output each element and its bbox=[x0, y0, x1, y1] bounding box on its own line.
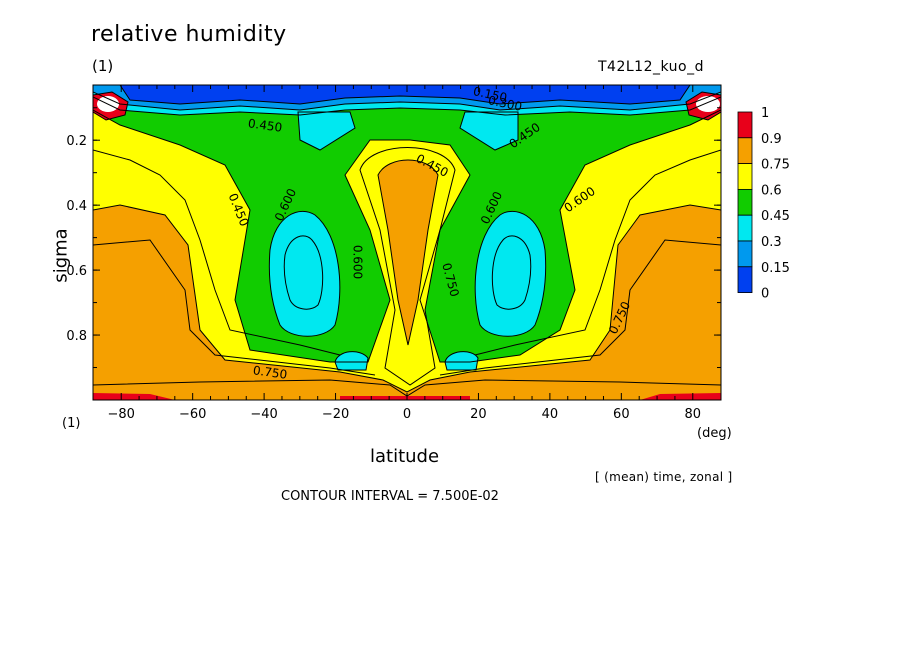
colorbar-swatch bbox=[737, 214, 753, 242]
contour-line-yellow-edge bbox=[93, 204, 721, 393]
contour-line-cyan-nh bbox=[474, 210, 547, 337]
x-axis-title: latitude bbox=[370, 446, 440, 467]
contour-line-mid-nh bbox=[474, 149, 721, 356]
contour-fill-green bbox=[93, 85, 721, 362]
contour-label: 0.150 bbox=[472, 84, 509, 105]
x-tick-label: −80 bbox=[108, 407, 135, 422]
contour-label: 0.450 bbox=[247, 116, 283, 135]
contour-fill-cyan-low-sh bbox=[335, 351, 368, 370]
contour-line-green-edge bbox=[93, 109, 721, 363]
y-tick-label: 0.8 bbox=[66, 329, 87, 344]
x-tick-label: 40 bbox=[542, 407, 559, 422]
averaging-note: [ (mean) time, zonal ] bbox=[595, 470, 733, 484]
unit-label: (1) bbox=[62, 416, 81, 431]
chart-title: relative humidity bbox=[91, 22, 287, 47]
contour-fill-cyan-upper-sh bbox=[298, 112, 355, 150]
x-tick-label: −60 bbox=[179, 407, 206, 422]
contour-line-upper-cyan-sh bbox=[297, 111, 356, 151]
filled-contours bbox=[93, 85, 721, 400]
contour-line-low-cyan-sh bbox=[334, 351, 369, 371]
contour-fill-surface-red-sh bbox=[93, 393, 175, 400]
x-axis: −80 −60 −40 −20 0 20 40 60 80 bbox=[108, 85, 702, 422]
contour-line-cyan-sh bbox=[268, 210, 341, 337]
contour-label: 0.300 bbox=[487, 93, 524, 114]
colorbar-label: 0.3 bbox=[761, 235, 782, 250]
x-tick-label: 0 bbox=[403, 407, 411, 422]
y-tick-label: 0.4 bbox=[66, 199, 87, 214]
contour-line-inner-nh bbox=[491, 235, 532, 310]
contour-line-inner-sh bbox=[283, 235, 324, 310]
x-tick-label: −40 bbox=[250, 407, 277, 422]
y-axis: 0.2 0.4 0.6 0.8 bbox=[66, 107, 721, 401]
colorbar-swatch bbox=[737, 137, 753, 165]
colorbar-label: 1 bbox=[761, 106, 769, 121]
contour-fill-surface-red-nh bbox=[640, 393, 721, 400]
x-tick-label: −20 bbox=[322, 407, 349, 422]
colorbar-label: 0.9 bbox=[761, 132, 782, 147]
colorbar-swatch bbox=[737, 111, 753, 139]
contour-line-mid-sh bbox=[93, 149, 341, 356]
contour-interval-note: CONTOUR INTERVAL = 7.500E-02 bbox=[281, 489, 499, 504]
contour-line-polar-nh bbox=[685, 91, 721, 121]
run-label: T42L12_kuo_d bbox=[598, 59, 704, 75]
contour-lines bbox=[93, 85, 721, 397]
contour-line-low-cyan-nh bbox=[444, 351, 479, 371]
x-tick-label: 20 bbox=[470, 407, 487, 422]
colorbar-label: 0.15 bbox=[761, 261, 790, 276]
contour-line-top-3 bbox=[119, 85, 691, 105]
y-tick-label: 0.6 bbox=[66, 264, 87, 279]
colorbar-label: 0.75 bbox=[761, 158, 790, 173]
contour-line-equatorial-orange bbox=[377, 159, 439, 346]
contour-line-top-2 bbox=[93, 91, 721, 111]
contour-fill-blue-top bbox=[120, 85, 690, 104]
contour-fill-cyan-low-nh bbox=[445, 351, 478, 370]
contour-fill-equatorial-orange bbox=[378, 160, 438, 345]
x-axis-unit: (deg) bbox=[697, 426, 732, 441]
colorbar: 1 0.9 0.75 0.6 0.45 0.3 0.15 0 bbox=[737, 106, 790, 302]
x-tick-label: 80 bbox=[685, 407, 702, 422]
y-tick-label: 0.2 bbox=[66, 134, 87, 149]
contour-fill-cyan-upper-nh bbox=[460, 112, 518, 150]
colorbar-label: 0 bbox=[761, 287, 769, 302]
contour-line-upper-cyan-nh bbox=[459, 111, 519, 151]
colorbar-label: 0.45 bbox=[761, 209, 790, 224]
contour-label: 0.750 bbox=[252, 363, 288, 382]
contour-fill-cyan-nh bbox=[475, 211, 546, 337]
contour-label: 0.600 bbox=[351, 245, 365, 279]
contour-line-equatorial-yellow bbox=[359, 147, 456, 386]
contour-line-top-1 bbox=[93, 96, 721, 116]
panel-label: (1) bbox=[92, 57, 114, 75]
contour-fill-cyan-sh bbox=[269, 211, 340, 337]
x-tick-label: 60 bbox=[613, 407, 630, 422]
colorbar-swatch bbox=[737, 240, 753, 268]
colorbar-label: 0.6 bbox=[761, 183, 782, 198]
colorbar-swatch bbox=[737, 163, 753, 190]
contour-line-polar-sh bbox=[93, 91, 129, 121]
contour-line-low-sh bbox=[93, 239, 376, 376]
contour-line-low-nh bbox=[439, 239, 721, 376]
colorbar-swatch bbox=[737, 188, 753, 216]
contour-fill-surface-red-mid bbox=[340, 396, 470, 400]
colorbar-swatch bbox=[737, 266, 753, 293]
